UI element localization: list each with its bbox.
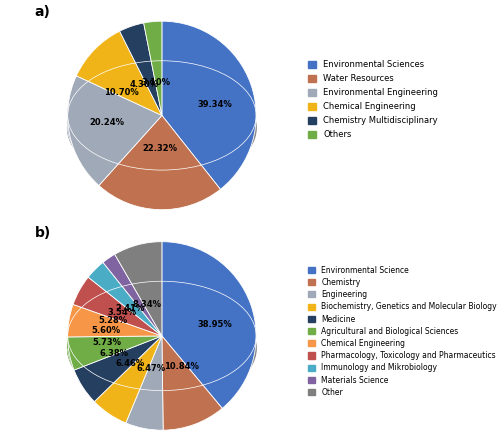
Text: b): b) [34, 226, 51, 240]
Wedge shape [162, 336, 222, 430]
Wedge shape [68, 336, 162, 370]
Text: 4.30%: 4.30% [129, 80, 158, 89]
Wedge shape [76, 31, 162, 116]
Text: a): a) [34, 5, 50, 19]
Ellipse shape [68, 73, 256, 182]
Wedge shape [162, 21, 256, 189]
Text: 38.95%: 38.95% [198, 320, 232, 329]
Ellipse shape [68, 294, 256, 403]
Polygon shape [68, 336, 74, 368]
Text: 5.28%: 5.28% [98, 315, 127, 325]
Text: 39.34%: 39.34% [198, 100, 232, 109]
Text: 6.38%: 6.38% [100, 349, 129, 358]
Text: 5.60%: 5.60% [92, 326, 120, 335]
Wedge shape [68, 76, 162, 186]
Polygon shape [94, 374, 126, 399]
Text: 6.47%: 6.47% [136, 364, 166, 373]
Text: 10.84%: 10.84% [164, 362, 199, 371]
Text: 20.24%: 20.24% [89, 117, 124, 127]
Text: 8.34%: 8.34% [133, 300, 162, 309]
Wedge shape [74, 336, 162, 402]
Wedge shape [99, 116, 220, 209]
Text: 3.10%: 3.10% [142, 78, 171, 87]
Legend: Environmental Sciences, Water Resources, Environmental Engineering, Chemical Eng: Environmental Sciences, Water Resources,… [306, 58, 440, 142]
Wedge shape [103, 254, 162, 336]
Polygon shape [68, 93, 99, 168]
Polygon shape [74, 356, 94, 386]
Wedge shape [94, 336, 162, 423]
Wedge shape [114, 242, 162, 336]
Wedge shape [68, 304, 162, 337]
Legend: Environmental Science, Chemistry, Engineering, Biochemistry, Genetics and Molecu: Environmental Science, Chemistry, Engine… [305, 263, 499, 399]
Wedge shape [126, 336, 163, 430]
Wedge shape [120, 23, 162, 116]
Text: 2.41%: 2.41% [116, 304, 144, 314]
Wedge shape [73, 277, 162, 336]
Polygon shape [163, 378, 222, 403]
Wedge shape [88, 262, 162, 336]
Text: 3.54%: 3.54% [108, 308, 136, 317]
Wedge shape [162, 242, 256, 408]
Text: 6.46%: 6.46% [116, 359, 145, 367]
Polygon shape [126, 386, 163, 403]
Text: 5.73%: 5.73% [92, 338, 121, 347]
Text: 10.70%: 10.70% [104, 88, 138, 97]
Wedge shape [144, 21, 162, 116]
Text: 22.32%: 22.32% [142, 144, 178, 153]
Polygon shape [99, 156, 220, 182]
